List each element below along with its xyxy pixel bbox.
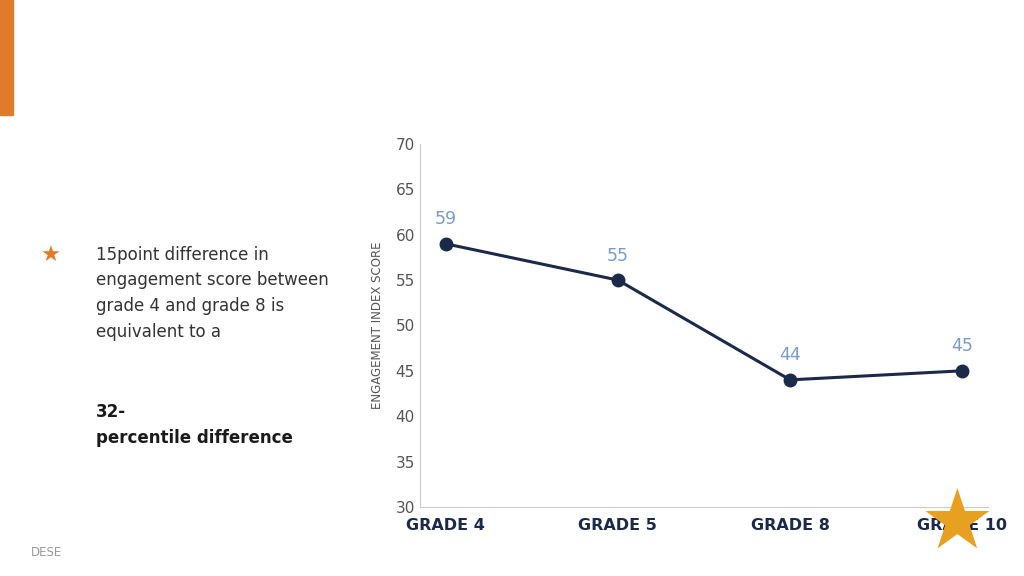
Text: ★: ★ <box>41 245 60 266</box>
Text: when compared to students in lower grades: when compared to students in lower grade… <box>25 78 546 102</box>
Text: Students in upper grades have less favorable views of their engagement: Students in upper grades have less favor… <box>25 28 887 52</box>
Text: 55: 55 <box>607 247 629 264</box>
Bar <box>0 0 13 115</box>
Text: ★: ★ <box>921 483 994 564</box>
Text: 32-
percentile difference: 32- percentile difference <box>96 403 293 447</box>
Text: 59: 59 <box>434 210 457 228</box>
Text: 44: 44 <box>779 346 801 365</box>
Text: DESE: DESE <box>31 545 62 559</box>
Text: 15point difference in
engagement score between
grade 4 and grade 8 is
equivalent: 15point difference in engagement score b… <box>96 245 329 341</box>
Y-axis label: ENGAGEMENT INDEX SCORE: ENGAGEMENT INDEX SCORE <box>372 242 384 409</box>
Text: 45: 45 <box>951 338 973 355</box>
